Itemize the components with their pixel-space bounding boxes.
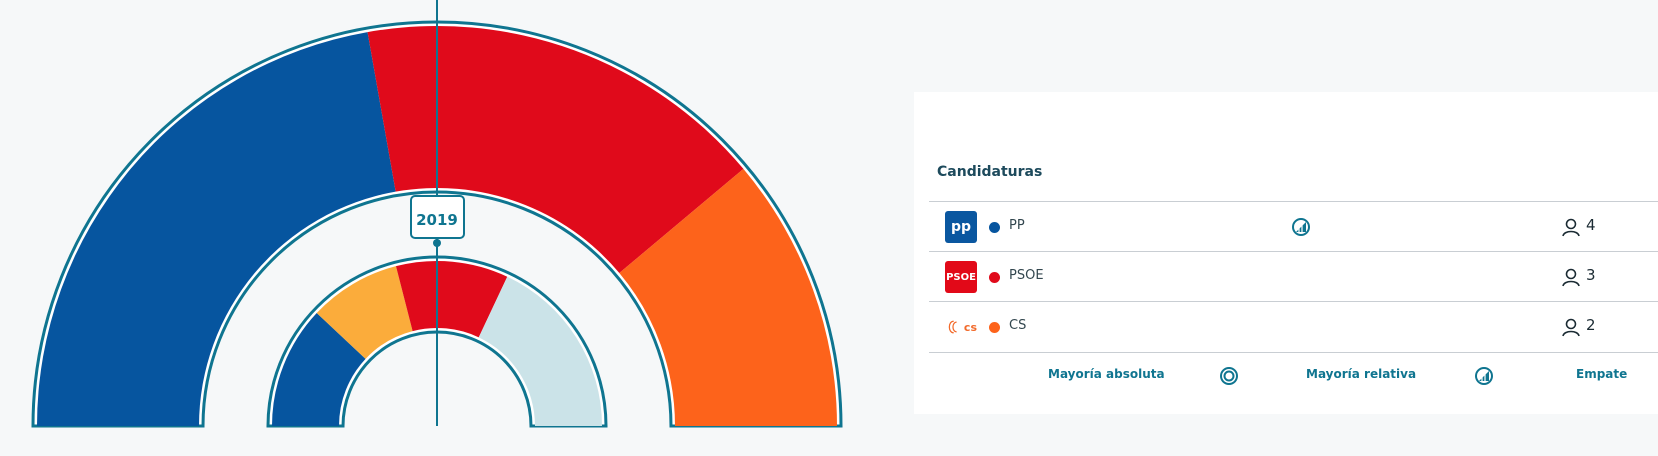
outer-ring (31, 20, 843, 428)
cs-logo: cs (945, 311, 977, 343)
party-name: CS (1009, 318, 1027, 333)
absolute-majority-icon (1220, 367, 1238, 385)
person-icon (1562, 268, 1580, 287)
year-label-box (410, 195, 465, 239)
inner-ring (266, 255, 608, 428)
person-icon (1562, 318, 1580, 337)
seat-count: 3 (1586, 266, 1596, 284)
segment-0-inner-arc[interactable] (272, 313, 366, 426)
candidatures-header: Candidaturas (937, 164, 1043, 180)
person-icon (1562, 218, 1580, 237)
party-color-dot (989, 272, 1000, 283)
cs-seat-arc[interactable] (619, 168, 837, 426)
party-name: PP (1009, 218, 1025, 233)
segment-3-inner-arc[interactable] (478, 276, 602, 426)
relative-majority-icon (1475, 367, 1493, 385)
legend-tie: Empate (1576, 367, 1628, 381)
pp-logo: pp (945, 211, 977, 243)
segment-1-inner-arc[interactable] (316, 266, 413, 359)
party-color-dot (989, 322, 1000, 333)
year-label: 2019 (416, 211, 458, 229)
candidate-row[interactable]: pp PP 4 (929, 201, 1658, 252)
psoe-seat-arc[interactable] (367, 26, 744, 274)
party-color-dot (989, 222, 1000, 233)
candidate-row[interactable]: cs CS 2 (929, 301, 1658, 353)
parliament-chart: 2019 (31, 0, 843, 428)
relative-majority-icon (1292, 218, 1310, 236)
candidatures-panel: Candidaturas pp PP 4 PSOE PSOE 3 (914, 92, 1658, 414)
segment-2-inner-arc[interactable] (395, 260, 508, 338)
legend-absolute-majority: Mayoría absoluta (1048, 367, 1165, 381)
year-label-dot (433, 239, 441, 247)
seat-count: 4 (1586, 216, 1596, 234)
cs-mark-icon (948, 320, 957, 334)
pp-seat-arc[interactable] (37, 32, 396, 426)
legend-relative-majority: Mayoría relativa (1306, 367, 1417, 381)
candidate-row[interactable]: PSOE PSOE 3 (929, 251, 1658, 302)
party-name: PSOE (1009, 268, 1044, 283)
psoe-logo: PSOE (945, 261, 977, 293)
seat-count: 2 (1586, 316, 1596, 334)
